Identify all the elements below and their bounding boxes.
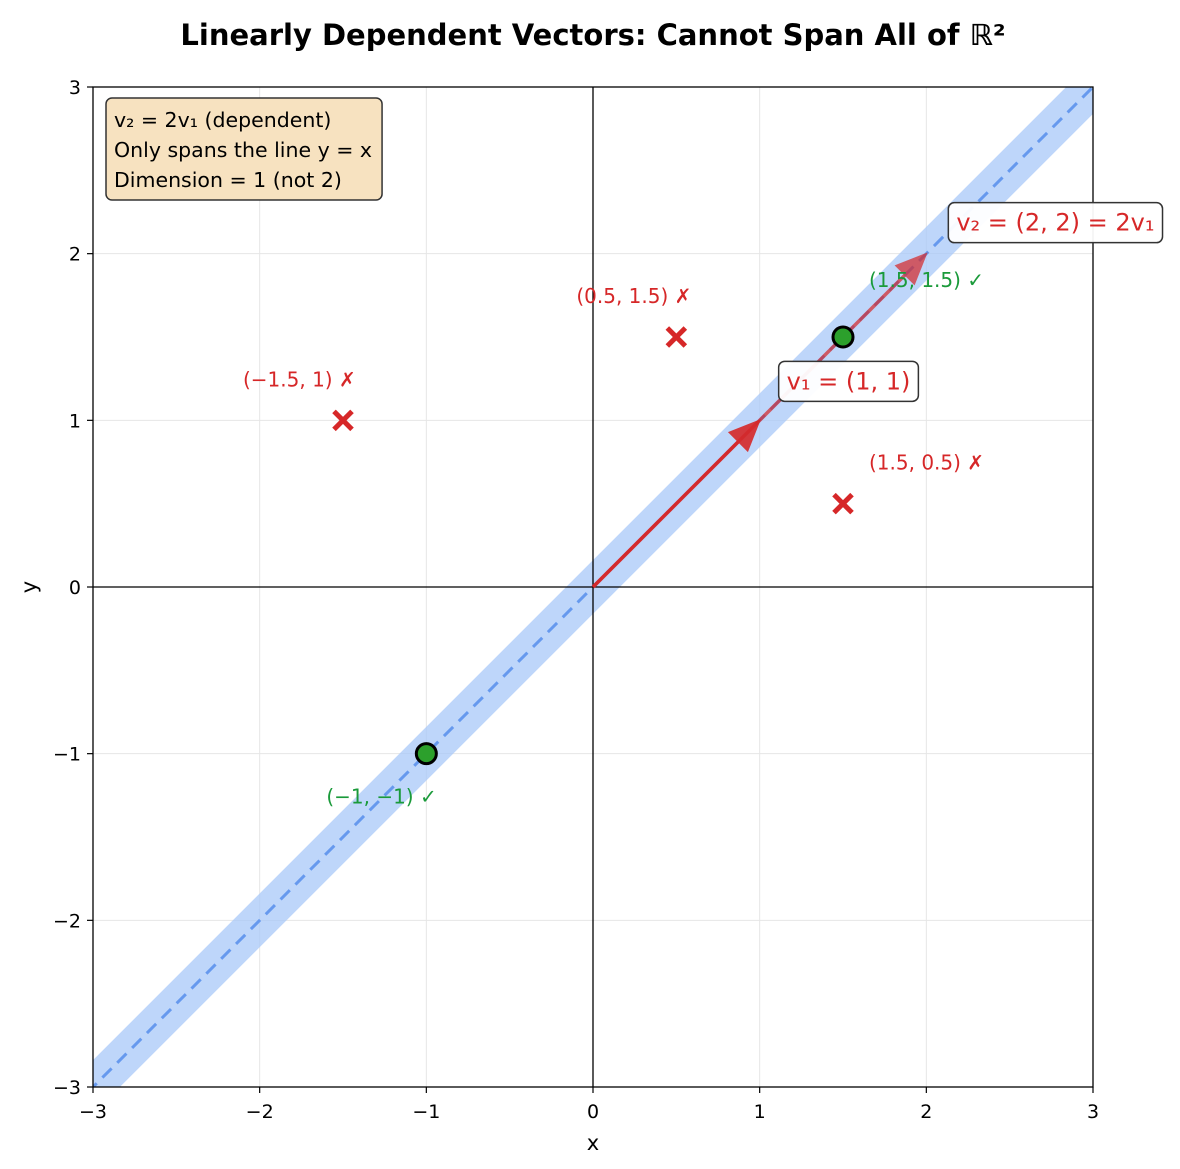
vector-v2-head (894, 252, 928, 286)
in-span-point-1 (414, 742, 438, 766)
x-tick-label-1: −2 (246, 1101, 274, 1123)
y-tick-label-2: −1 (53, 744, 81, 766)
not-in-span-point-0 (665, 326, 688, 348)
point-group (332, 325, 855, 766)
vector-v1-shaft (591, 437, 743, 589)
not-in-span-point-2 (832, 492, 854, 515)
y-tick-label-6: 3 (69, 77, 81, 99)
chart-title: Linearly Dependent Vectors: Cannot Span … (180, 18, 1005, 52)
not-in-span-label-2: (1.5, 0.5) ✗ (869, 451, 984, 475)
vector-v1 (591, 418, 762, 589)
x-tick-label-5: 2 (920, 1101, 932, 1123)
x-tick-label-3: 0 (587, 1101, 599, 1123)
y-axis-label: y (17, 581, 41, 593)
info-line-2: Dimension = 1 (not 2) (114, 168, 342, 192)
vector-v1-head (727, 418, 762, 453)
x-axis-label: x (587, 1131, 599, 1155)
axis-ticks: −3 −2 −1 0 1 2 3 −3 −2 −1 0 1 2 3 (53, 77, 1099, 1123)
info-line-0: v₂ = 2v₁ (dependent) (114, 108, 331, 132)
info-box-frame (105, 97, 383, 201)
not-in-span-label-1: (−1.5, 1) ✗ (243, 367, 356, 391)
y-tick-label-4: 1 (69, 410, 81, 432)
y-tick-label-1: −2 (53, 910, 81, 932)
not-in-span-point-1 (332, 409, 354, 432)
x-tick-label-6: 3 (1087, 1101, 1099, 1123)
info-box: v₂ = 2v₁ (dependent) Only spans the line … (105, 97, 383, 201)
vector-label-v1: v₁ = (1, 1) (787, 367, 911, 395)
vector-group (591, 252, 928, 589)
not-in-span-mark-b-1 (332, 409, 354, 432)
not-in-span-label-0: (0.5, 1.5) ✗ (576, 284, 691, 308)
not-in-span-mark-b-2 (832, 492, 854, 515)
x-tick-label-4: 1 (754, 1101, 766, 1123)
y-tick-label-3: 0 (69, 577, 81, 599)
y-tick-label-5: 2 (69, 244, 81, 266)
in-span-label-0: (1.5, 1.5) ✓ (869, 268, 984, 292)
vector-label-box-v1 (777, 360, 920, 403)
annotation-labels: (1.5, 1.5) ✓ (−1, −1) ✓ (0.5, 1.5) ✗ (−1.5,… (243, 201, 1164, 809)
vector-label-v2: v₂ = (2, 2) = 2v₁ (956, 209, 1154, 237)
in-span-point-0 (831, 325, 855, 349)
x-tick-label-2: −1 (412, 1101, 440, 1123)
vector-label-box-v2 (947, 201, 1164, 244)
not-in-span-mark-b-0 (665, 326, 688, 348)
y-tick-label-0: −3 (53, 1077, 81, 1099)
x-tick-label-0: −3 (79, 1101, 107, 1123)
in-span-label-1: (−1, −1) ✓ (326, 785, 436, 809)
info-line-1: Only spans the line y = x (114, 138, 372, 162)
